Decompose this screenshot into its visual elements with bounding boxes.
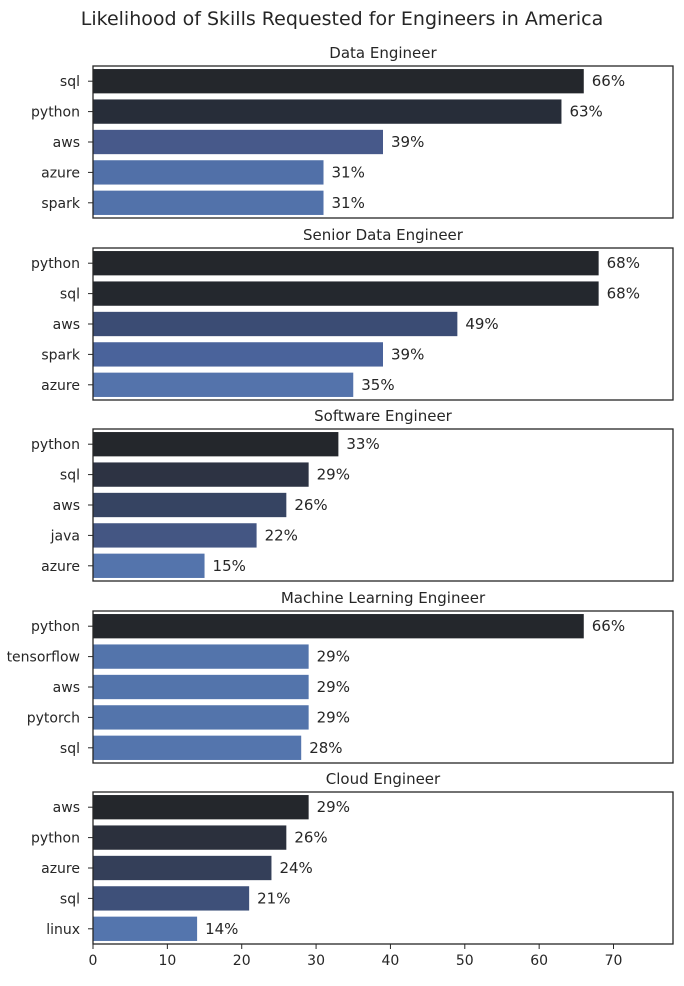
data-label: 24% [279, 859, 312, 877]
data-label: 26% [294, 829, 327, 847]
bar [93, 674, 309, 700]
x-tick-label: 60 [530, 953, 548, 969]
y-tick-label: spark [41, 347, 81, 363]
x-tick-label: 0 [89, 953, 98, 969]
data-label: 39% [391, 345, 424, 363]
y-tick-label: pytorch [27, 710, 80, 726]
bar [93, 69, 584, 94]
panel-title: Machine Learning Engineer [281, 589, 486, 607]
data-label: 22% [265, 526, 298, 544]
y-tick-label: python [31, 437, 80, 453]
x-tick-label: 40 [382, 953, 400, 969]
y-tick-label: linux [46, 922, 80, 938]
bar [93, 251, 599, 276]
x-tick-label: 30 [307, 953, 325, 969]
chart-title: Likelihood of Skills Requested for Engin… [81, 8, 603, 30]
bar [93, 281, 599, 306]
bar [93, 705, 309, 730]
data-label: 31% [332, 194, 365, 212]
data-label: 29% [317, 678, 350, 696]
data-label: 63% [569, 103, 602, 121]
data-label: 14% [205, 920, 238, 938]
data-label: 35% [361, 376, 394, 394]
y-tick-label: azure [41, 559, 80, 575]
data-label: 66% [592, 72, 625, 90]
y-tick-label: sql [60, 468, 80, 484]
bar [93, 855, 272, 881]
bar [93, 311, 458, 337]
y-tick-label: python [31, 256, 80, 272]
bar [93, 795, 309, 820]
y-tick-label: python [31, 619, 80, 635]
x-tick-label: 50 [456, 953, 474, 969]
bar [93, 190, 324, 215]
panel-title: Software Engineer [314, 407, 453, 425]
y-tick-label: azure [41, 378, 80, 394]
axes-frame [92, 428, 674, 582]
y-tick-label: azure [41, 165, 80, 181]
panel-title: Data Engineer [329, 44, 437, 62]
x-tick-label: 20 [233, 953, 251, 969]
data-label: 39% [391, 133, 424, 151]
y-tick-label: sql [60, 741, 80, 757]
bar [93, 644, 309, 669]
y-tick-label: aws [53, 317, 80, 333]
bar [93, 553, 205, 578]
y-tick-label: spark [41, 196, 81, 212]
y-tick-label: tensorflow [7, 650, 80, 666]
panel-title: Senior Data Engineer [303, 226, 464, 244]
data-label: 68% [607, 285, 640, 303]
bar [93, 825, 287, 850]
data-label: 28% [309, 739, 342, 757]
axes-frame [92, 610, 674, 764]
data-label: 29% [317, 798, 350, 816]
data-label: 68% [607, 254, 640, 272]
data-label: 29% [317, 708, 350, 726]
data-label: 21% [257, 889, 290, 907]
data-label: 33% [346, 435, 379, 453]
data-label: 66% [592, 617, 625, 635]
bar [93, 372, 354, 397]
axes-frame [92, 247, 674, 401]
axes-frame [92, 791, 674, 945]
y-tick-label: python [31, 105, 80, 121]
y-tick-label: sql [60, 287, 80, 303]
data-label: 31% [332, 163, 365, 181]
bar [93, 735, 302, 760]
bar [93, 523, 257, 548]
panel-title: Cloud Engineer [326, 770, 441, 788]
data-label: 49% [465, 315, 498, 333]
y-tick-label: java [50, 528, 80, 544]
axes-frame [92, 65, 674, 219]
bar [93, 342, 383, 367]
y-tick-label: azure [41, 861, 80, 877]
data-label: 26% [294, 496, 327, 514]
bar [93, 129, 383, 155]
bar [93, 492, 287, 518]
y-tick-label: aws [53, 498, 80, 514]
x-tick-label: 10 [158, 953, 176, 969]
bar [93, 432, 339, 457]
bar [93, 462, 309, 487]
y-tick-label: python [31, 831, 80, 847]
bar [93, 160, 324, 185]
y-tick-label: aws [53, 135, 80, 151]
data-label: 15% [213, 557, 246, 575]
bar [93, 916, 198, 941]
bar [93, 614, 584, 639]
y-tick-label: aws [53, 800, 80, 816]
bar [93, 886, 250, 911]
y-tick-label: sql [60, 74, 80, 90]
x-tick-label: 70 [605, 953, 623, 969]
bar [93, 99, 562, 124]
data-label: 29% [317, 648, 350, 666]
data-label: 29% [317, 466, 350, 484]
y-tick-label: sql [60, 891, 80, 907]
y-tick-label: aws [53, 680, 80, 696]
